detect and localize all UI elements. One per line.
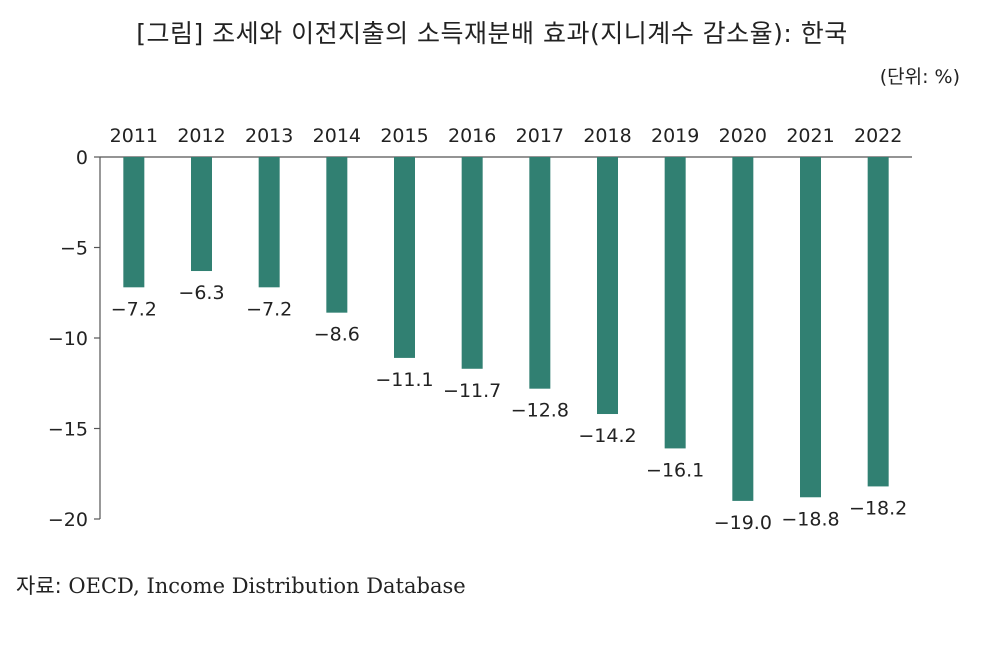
- data-label: −18.2: [849, 497, 907, 519]
- data-label: −7.2: [246, 298, 292, 320]
- bar-2017: [529, 157, 551, 389]
- source-text: OECD, Income Distribution Database: [68, 574, 466, 598]
- y-axis: 0 −5 −10 −15 −20: [48, 147, 912, 531]
- data-label: −14.2: [578, 425, 636, 447]
- bar-2019: [664, 157, 686, 449]
- x-category-label: 2020: [719, 125, 767, 147]
- x-category-label: 2013: [245, 125, 293, 147]
- bar-2013: [258, 157, 280, 288]
- bar-2011: [123, 157, 145, 288]
- bar-2021: [800, 157, 821, 498]
- data-label: −11.7: [443, 380, 501, 402]
- x-category-label: 2022: [854, 125, 902, 147]
- y-tick-label: −5: [60, 238, 88, 260]
- source-label: 자료:: [16, 574, 62, 598]
- source-note: 자료: OECD, Income Distribution Database: [16, 570, 466, 600]
- y-tick-label: −20: [48, 509, 88, 531]
- data-label: −19.0: [714, 512, 772, 534]
- bar-2020: [732, 157, 754, 501]
- bar-2018: [597, 157, 618, 415]
- x-axis-labels: 2011 2012 2013 2014 2015 2016 2017 2018 2019 2020…: [110, 125, 903, 147]
- unit-label: (단위: %): [879, 66, 960, 88]
- data-labels: −7.2 −6.3 −7.2 −8.6 −11.1 −11.7 −12.8 −14.2 −16.…: [111, 282, 908, 534]
- bar-2022: [867, 157, 889, 487]
- x-category-label: 2011: [110, 125, 158, 147]
- data-label: −12.8: [511, 400, 569, 422]
- x-category-label: 2016: [448, 125, 496, 147]
- bar-2012: [191, 157, 212, 272]
- bar-2014: [326, 157, 348, 313]
- x-category-label: 2014: [313, 125, 361, 147]
- y-tick-label: −10: [48, 328, 88, 350]
- x-category-label: 2017: [516, 125, 564, 147]
- chart-title: [그림] 조세와 이전지출의 소득재분배 효과(지니계수 감소율): 한국: [136, 19, 848, 48]
- data-label: −16.1: [646, 459, 704, 481]
- data-label: −18.8: [781, 508, 839, 530]
- data-label: −8.6: [314, 324, 360, 346]
- data-label: −11.1: [375, 369, 433, 391]
- x-category-label: 2021: [786, 125, 834, 147]
- y-tick-label: 0: [76, 147, 88, 169]
- data-label: −6.3: [178, 282, 224, 304]
- x-category-label: 2012: [177, 125, 225, 147]
- x-category-label: 2019: [651, 125, 699, 147]
- data-label: −7.2: [111, 298, 157, 320]
- bars: [123, 157, 889, 501]
- bar-chart: 0−5−10−15−20 2011 2012 2013 2014 2015 2016 201…: [48, 125, 912, 534]
- bar-2016: [461, 157, 483, 369]
- x-category-label: 2018: [583, 125, 631, 147]
- x-category-label: 2015: [380, 125, 428, 147]
- bar-2015: [394, 157, 415, 358]
- y-tick-label: −15: [48, 419, 88, 441]
